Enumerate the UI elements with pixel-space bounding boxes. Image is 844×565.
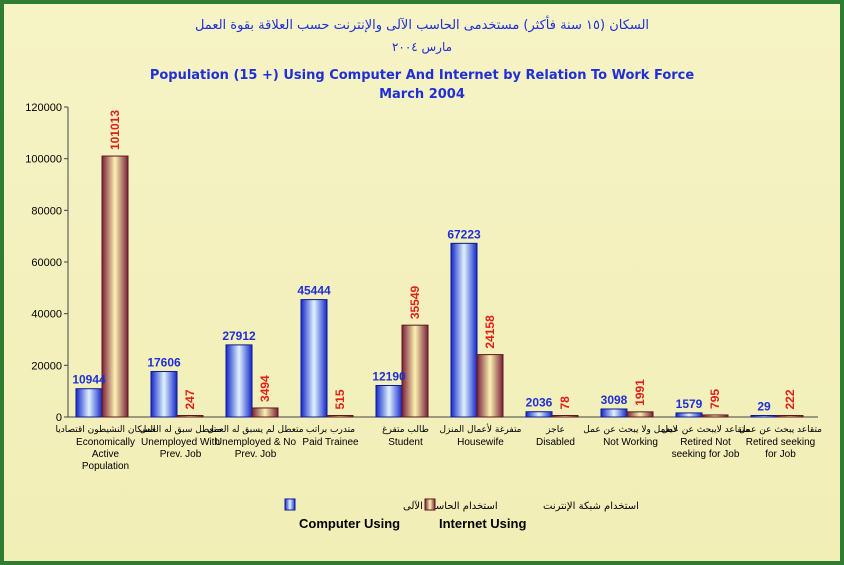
bar-internet-using: [476, 354, 504, 418]
bar-internet-using: [251, 407, 279, 418]
data-label-internet: 35549: [408, 285, 422, 319]
category-label: Economically: [76, 437, 135, 448]
data-label-internet: 78: [558, 396, 572, 410]
chart-date-arabic: مارس ٢٠٠٤: [391, 40, 453, 54]
category-label-arabic: متقاعد لايبحث عن عمل: [661, 425, 749, 435]
bar-internet-using: [176, 415, 204, 418]
category-label-arabic: متدرب براتب: [306, 425, 355, 435]
legend-swatch-internet: [424, 498, 436, 511]
category-label: Disabled: [536, 437, 575, 448]
category-label-arabic: متقاعد يبحث عن عمل: [739, 425, 822, 435]
bar-computer-using: [150, 371, 178, 418]
data-label-computer: 29: [757, 400, 771, 414]
bar-internet-using: [701, 414, 729, 418]
legend-label-computer-arabic: استخدام الحاسب الآلى: [403, 500, 498, 512]
bar-computer-using: [600, 408, 628, 418]
category-label-arabic: السكان النشيطون اقتصاديا: [56, 425, 156, 435]
data-label-internet: 24158: [483, 315, 497, 349]
category-label: Student: [388, 437, 423, 448]
data-label-internet: 101013: [108, 110, 122, 150]
category-label: Prev. Job: [235, 449, 277, 460]
category-label: Paid Trainee: [302, 437, 359, 448]
category-label: Housewife: [457, 437, 504, 448]
bar-internet-using: [551, 415, 579, 418]
data-labels: 10944 101013 17606 247 27912 3494 45444 515 1219…: [72, 110, 797, 414]
category-label-arabic: متفرغة لأعمال المنزل: [440, 423, 522, 435]
data-label-computer: 12190: [372, 370, 406, 384]
legend-label-internet: Internet Using: [439, 516, 526, 531]
category-label: Unemployed & No: [215, 437, 297, 448]
data-label-internet: 247: [183, 389, 197, 409]
chart-title: Population (15 +) Using Computer And Int…: [149, 68, 695, 83]
bar-internet-using: [776, 415, 804, 418]
y-tick-label: 0: [56, 412, 62, 424]
data-label-internet: 795: [708, 389, 722, 409]
data-label-internet: 222: [783, 389, 797, 409]
category-labels: السكان النشيطون اقتصاديا EconomicallyActi…: [56, 423, 823, 472]
bar-internet-using: [401, 324, 429, 418]
data-label-computer: 1579: [676, 397, 703, 411]
bar-internet-using: [101, 155, 129, 418]
bar-internet-using: [326, 415, 354, 418]
bar-computer-using: [525, 411, 553, 418]
category-label: seeking for Job: [672, 449, 740, 460]
category-label-arabic: لايعمل ولا يبحث عن عمل: [583, 425, 677, 435]
category-label: Population: [82, 461, 129, 472]
legend-label-computer: Computer Using: [299, 516, 400, 531]
category-label: Unemployed With: [141, 437, 220, 448]
data-label-computer: 10944: [72, 373, 106, 387]
bar-computer-using: [375, 385, 403, 418]
data-label-computer: 27912: [222, 329, 256, 343]
y-tick-label: 60000: [31, 257, 62, 269]
bar-computer-using: [675, 412, 703, 418]
data-label-computer: 17606: [147, 356, 181, 370]
data-label-internet: 3494: [258, 375, 272, 402]
chart-subtitle: March 2004: [379, 87, 465, 102]
bar-computer-using: [300, 299, 328, 418]
category-label: Active: [92, 449, 120, 460]
category-label: Prev. Job: [160, 449, 202, 460]
chart-title-arabic: السكان (١٥ سنة فأكثر) مستخدمى الحاسب الآ…: [194, 18, 650, 33]
category-label: Retired Not: [680, 437, 731, 448]
category-label-arabic: متعطل سبق له العمل: [140, 425, 222, 435]
legend-label-internet-arabic: استخدام شبكة الإنترنت: [543, 501, 639, 512]
y-tick-label: 40000: [31, 309, 62, 321]
data-label-computer: 67223: [447, 227, 481, 241]
legend-swatch-computer: [284, 498, 296, 511]
category-label: Not Working: [603, 437, 658, 448]
category-label-arabic: عاجز: [545, 425, 565, 435]
axes: 0 20000 40000 60000 80000 100000 120000: [25, 102, 818, 424]
bar-internet-using: [626, 411, 654, 418]
bar-computer-using: [225, 344, 253, 418]
category-label: Retired seeking: [746, 437, 815, 448]
category-label-arabic: طالب متفرغ: [382, 425, 429, 435]
data-label-computer: 3098: [601, 393, 628, 407]
y-tick-label: 120000: [25, 102, 62, 114]
data-label-internet: 1991: [633, 379, 647, 406]
y-tick-label: 100000: [25, 154, 62, 166]
bar-computer-using: [750, 415, 778, 418]
bar-computer-using: [450, 242, 478, 418]
category-label: for Job: [765, 449, 796, 460]
bars: [75, 155, 804, 418]
category-label-arabic: متعطل لم يسبق له العمل: [207, 425, 303, 435]
data-label-computer: 45444: [297, 284, 331, 298]
bar-computer-using: [75, 388, 103, 418]
y-tick-label: 20000: [31, 360, 62, 372]
data-label-computer: 2036: [526, 396, 553, 410]
y-tick-label: 80000: [31, 205, 62, 217]
data-label-internet: 515: [333, 389, 347, 409]
